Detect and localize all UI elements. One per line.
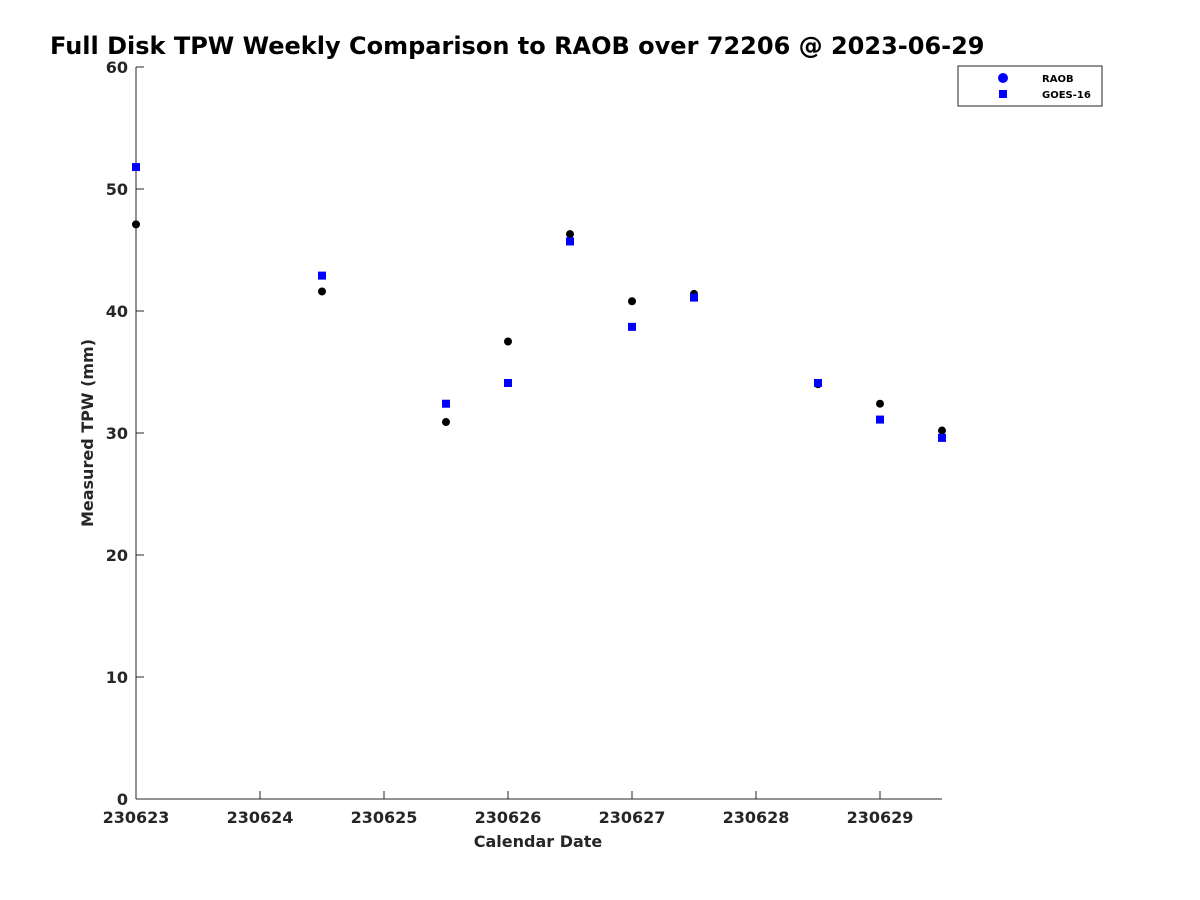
legend-box [957,65,1103,107]
x-tick-label: 230629 [847,808,914,827]
legend: RAOB GOES-16 [957,65,1103,107]
x-tick-label: 230624 [227,808,294,827]
point-goes-16 [566,237,574,246]
y-tick-label: 40 [106,302,128,321]
legend-marker-raob [998,73,1008,83]
x-tick-label: 230627 [599,808,666,827]
point-raob [566,230,574,239]
y-axis-label: Measured TPW (mm) [78,339,97,527]
point-raob [876,399,884,408]
x-tick-label: 230626 [475,808,542,827]
axes: 0 10 20 30 40 50 60 230623 230624 230625 230626 230… [103,58,942,827]
point-goes-16 [628,322,636,331]
y-tick-label: 10 [106,668,128,687]
point-goes-16 [814,378,822,387]
x-tick-label: 230625 [351,808,418,827]
y-tick-label: 60 [106,58,128,77]
point-goes-16 [132,163,140,172]
point-raob [628,297,636,306]
point-raob [132,220,140,229]
point-raob [442,418,450,427]
x-tick-label: 230628 [723,808,790,827]
point-goes-16 [876,415,884,424]
legend-marker-goes-16 [999,90,1007,98]
point-raob [318,287,326,296]
data-points [132,163,946,442]
point-raob [938,426,946,435]
x-tick-label: 230623 [103,808,170,827]
point-goes-16 [442,399,450,408]
y-tick-label: 50 [106,180,128,199]
point-goes-16 [690,293,698,302]
legend-label-goes-16: GOES-16 [1042,90,1091,101]
point-raob [504,337,512,346]
y-tick-label: 0 [117,790,128,809]
point-goes-16 [318,271,326,280]
chart-title: Full Disk TPW Weekly Comparison to RAOB … [50,32,985,60]
point-goes-16 [504,378,512,387]
y-tick-label: 20 [106,546,128,565]
legend-label-raob: RAOB [1042,74,1074,85]
point-goes-16 [938,433,946,442]
x-axis-label: Calendar Date [474,832,603,851]
y-tick-label: 30 [106,424,128,443]
